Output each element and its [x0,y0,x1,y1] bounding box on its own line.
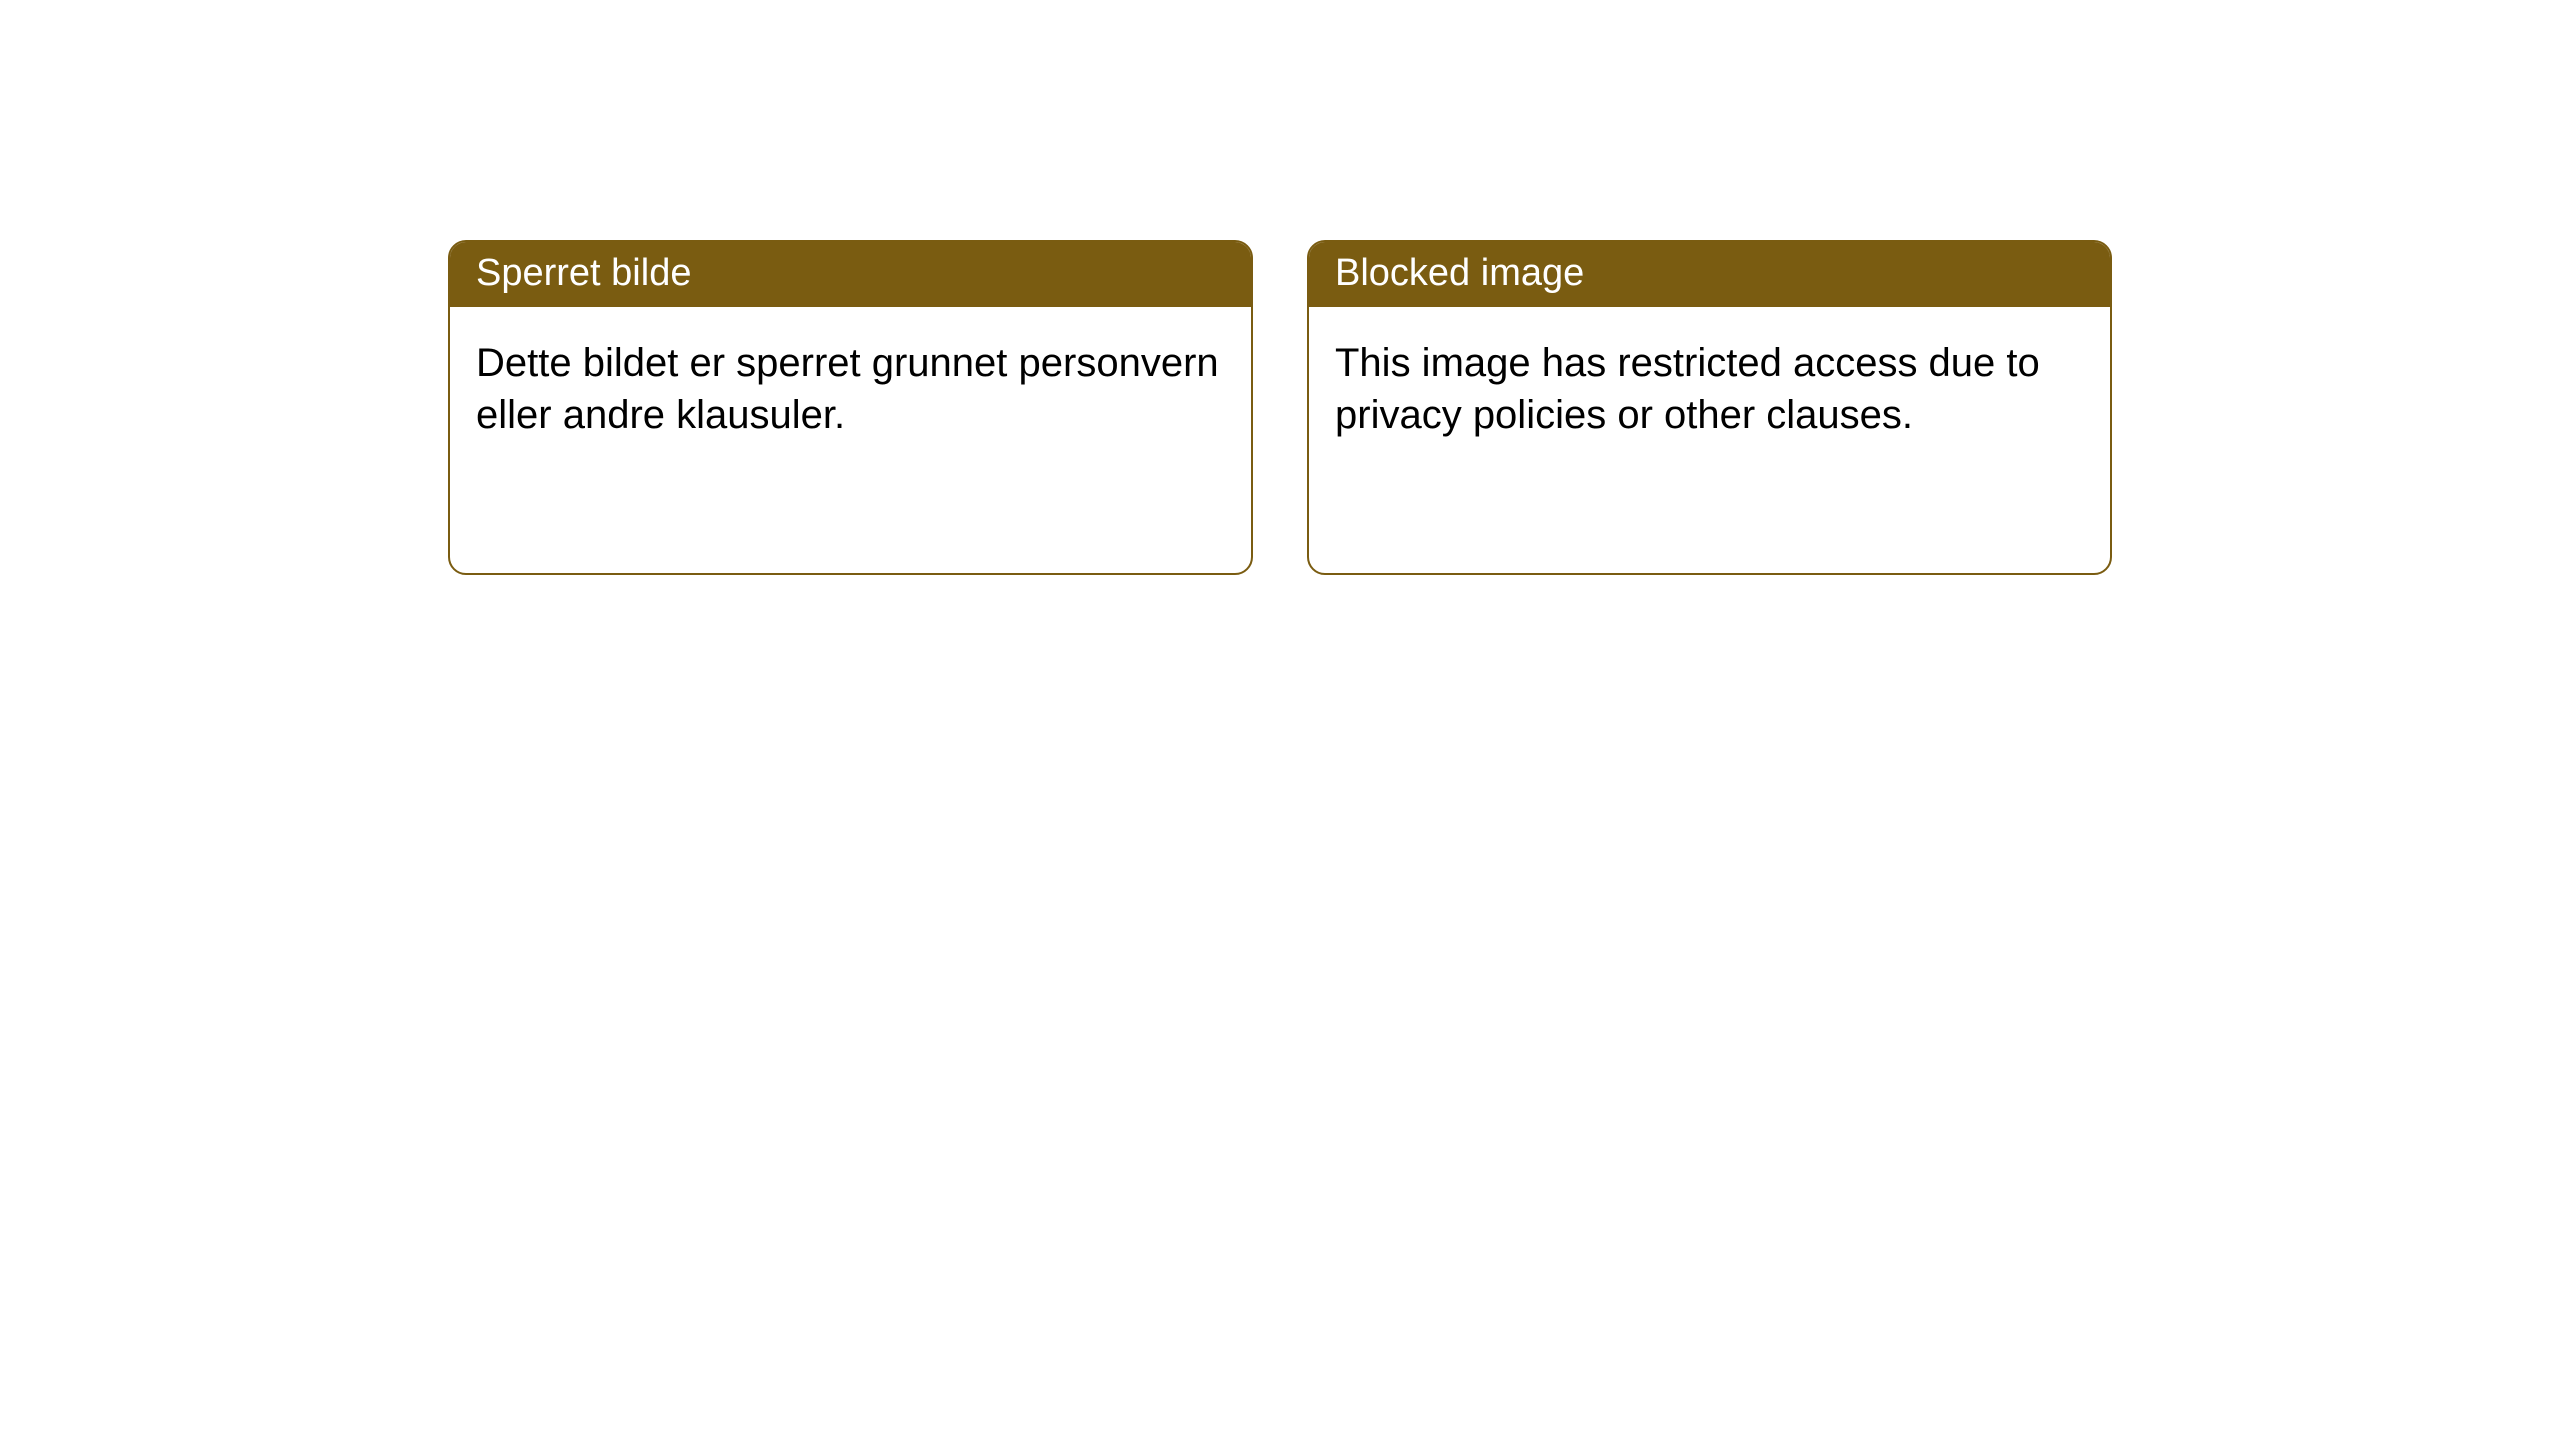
notice-container: Sperret bilde Dette bildet er sperret gr… [0,0,2560,575]
notice-card-norwegian: Sperret bilde Dette bildet er sperret gr… [448,240,1253,575]
notice-header-norwegian: Sperret bilde [450,242,1251,307]
notice-card-english: Blocked image This image has restricted … [1307,240,2112,575]
notice-body-english: This image has restricted access due to … [1309,307,2110,471]
notice-body-norwegian: Dette bildet er sperret grunnet personve… [450,307,1251,471]
notice-header-english: Blocked image [1309,242,2110,307]
